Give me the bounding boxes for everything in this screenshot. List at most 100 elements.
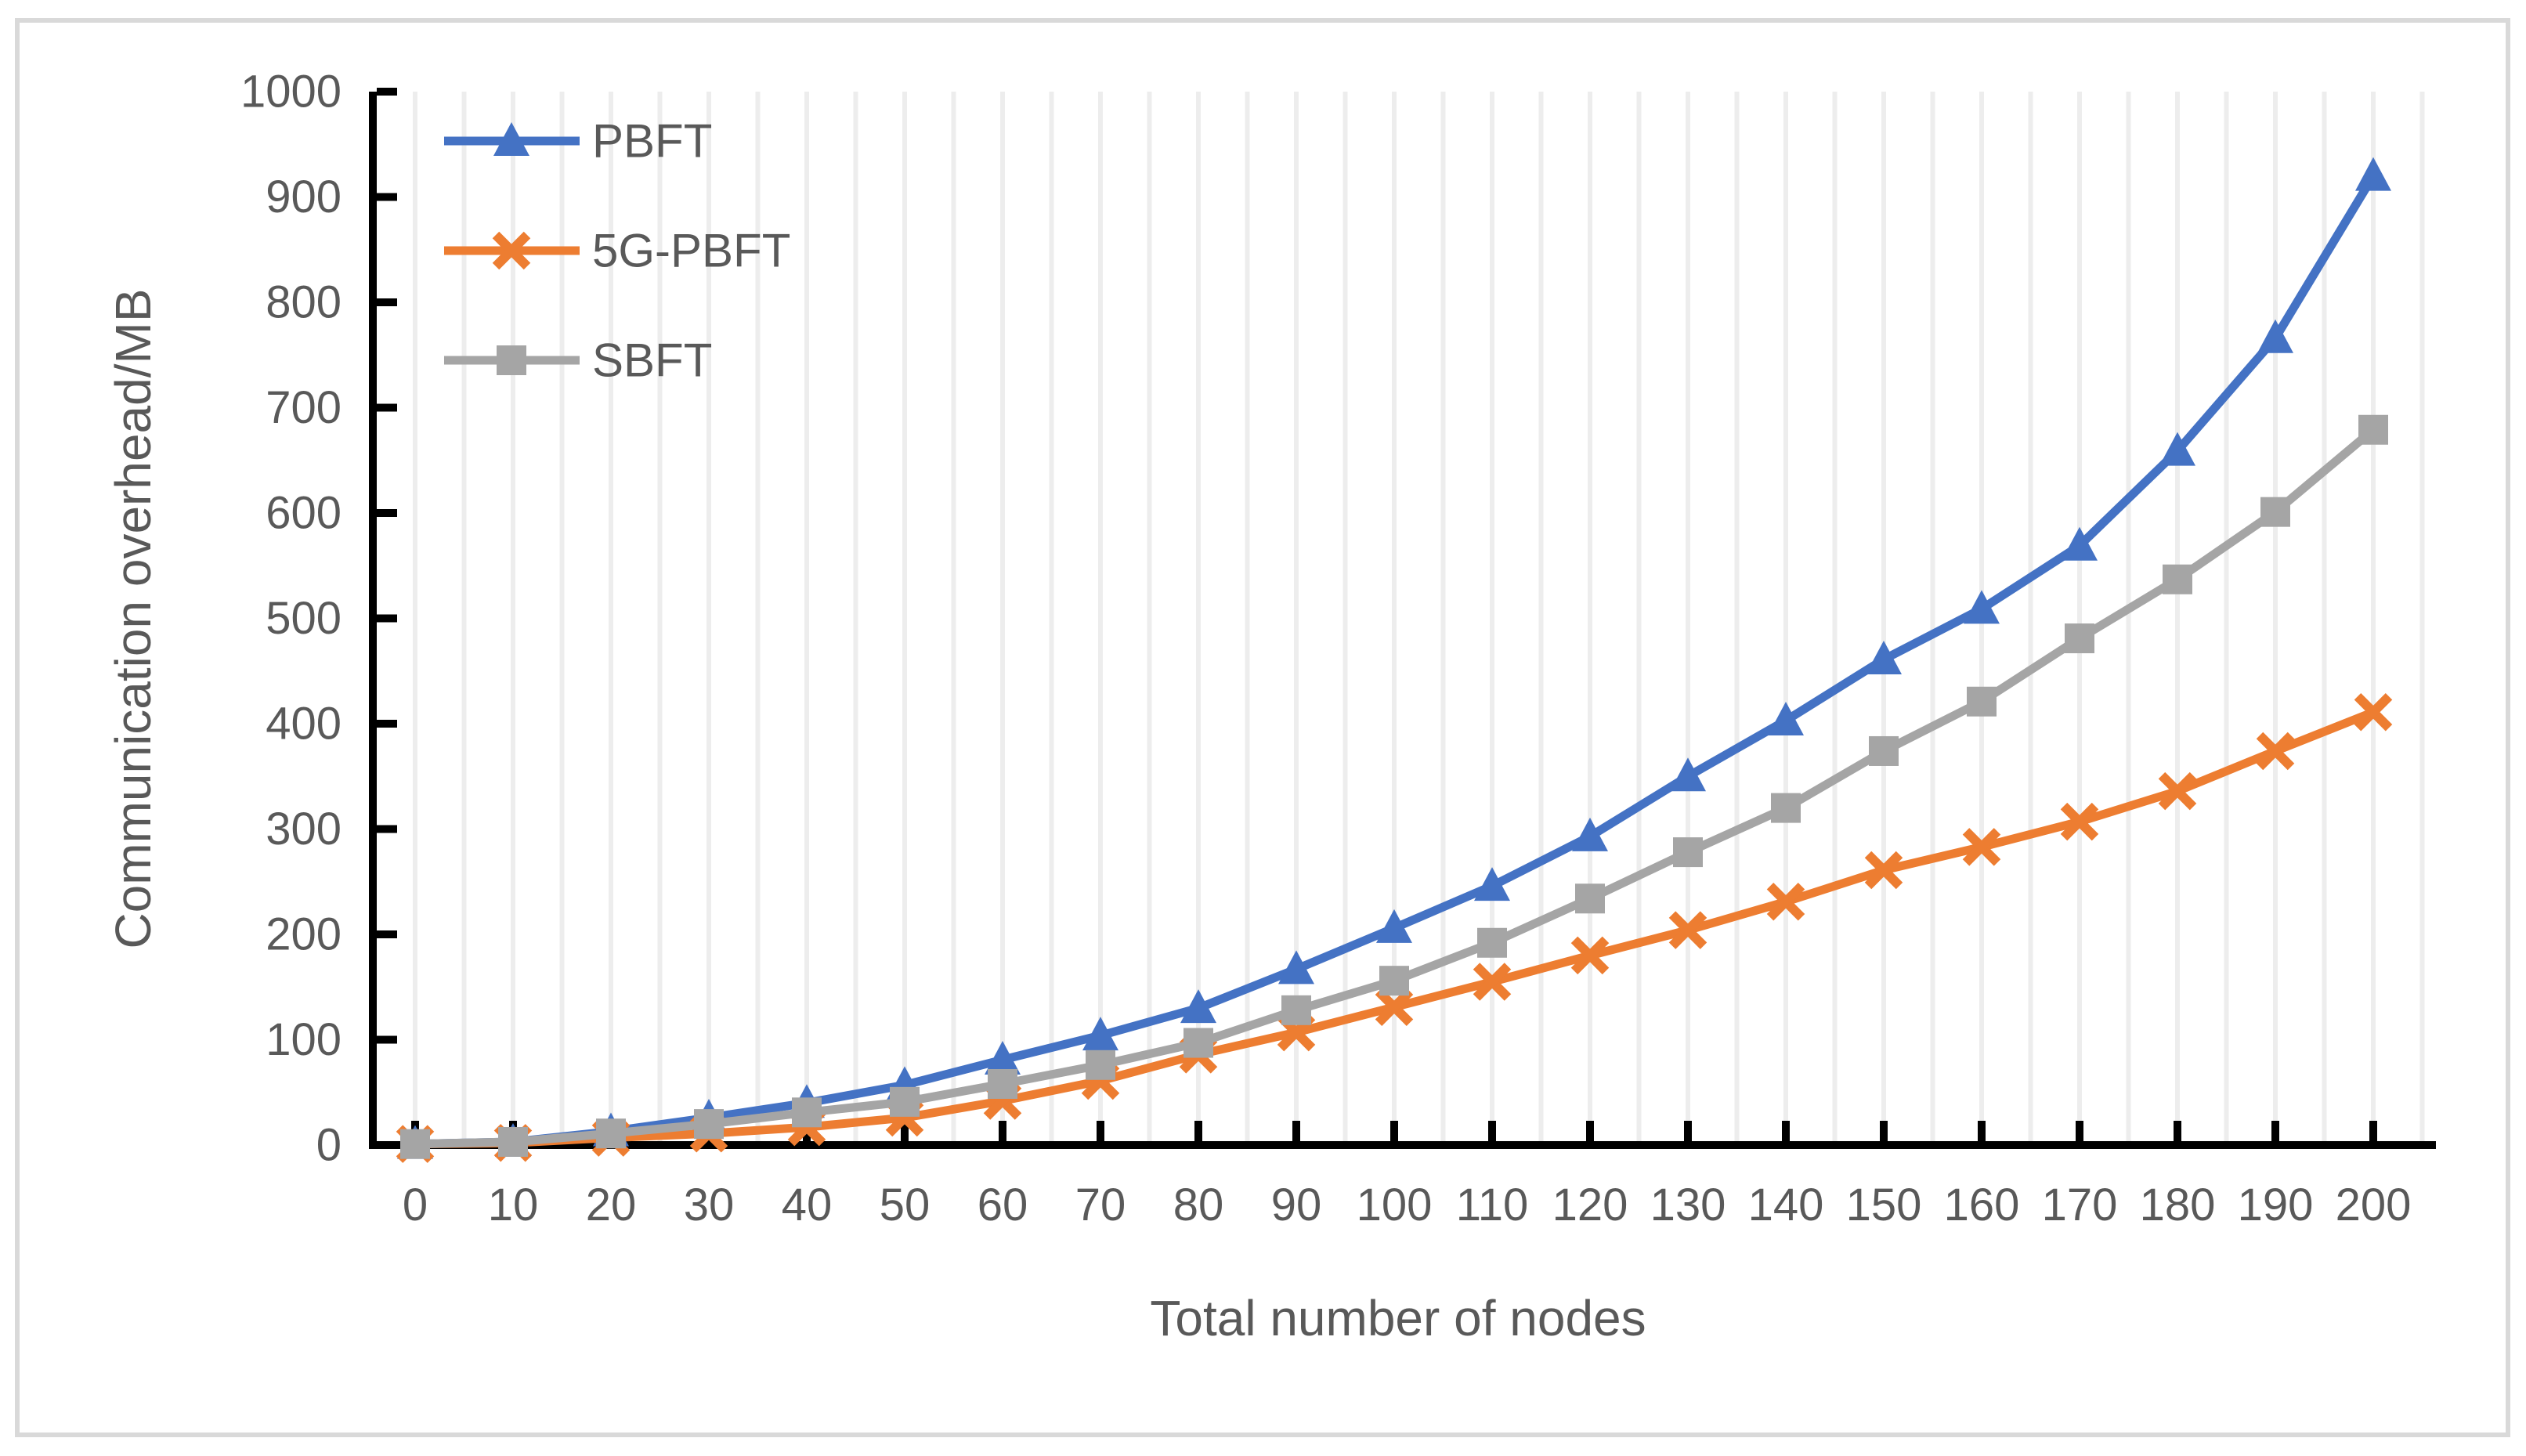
marker-pbft [1376,909,1412,943]
marker-sbft [2163,564,2192,594]
marker-5g-pbft [1668,911,1707,949]
marker-sbft [2260,497,2290,527]
x-tick-label: 170 [2042,1180,2118,1230]
marker-5g-pbft [1766,883,1805,921]
data-series [396,157,2393,1163]
x-tick-label: 90 [1271,1180,1322,1230]
x-tick-label: 60 [978,1180,1028,1230]
legend-item-pbft: PBFT [444,115,712,168]
axes [369,92,2436,1149]
legend-swatch-pbft [444,122,580,156]
marker-pbft [1964,590,2000,624]
y-tick-label: 900 [266,172,341,222]
marker-pbft [1180,989,1216,1024]
marker-5g-pbft [1570,936,1610,975]
marker-pbft [1474,867,1510,901]
x-tick-label: 160 [1944,1180,2020,1230]
x-tick-label: 180 [2140,1180,2216,1230]
x-tick-label: 10 [488,1180,539,1230]
series-sbft [400,414,2388,1159]
gridlines [413,92,2425,1145]
y-axis-title: Communication overhead/MB [105,288,161,948]
x-tick-label: 80 [1173,1180,1224,1230]
y-tick-label: 500 [266,593,341,644]
x-tick-label: 0 [403,1180,428,1230]
marker-sbft [2065,623,2094,654]
y-tick-label: 700 [266,382,341,433]
marker-5g-pbft [1962,828,2001,866]
x-tick-labels: 0 10 20 30 40 50 60 70 80 90 100 110 120 130 140 150 160… [403,1180,2412,1230]
series-markers-sbft [400,414,2388,1159]
y-tick-labels: 0 100 200 300 400 500 600 700 800 900 1000 [240,67,341,1171]
marker-pbft [1572,817,1608,851]
legend-item-5g-pbft: 5G-PBFT [444,225,790,277]
x-axis-title: Total number of nodes [1150,1290,1646,1346]
marker-sbft [1183,1028,1213,1058]
legend-label-sbft: SBFT [592,334,712,387]
x-tick-label: 100 [1357,1180,1433,1230]
marker-sbft [1673,837,1703,868]
marker-sbft [2358,414,2388,445]
marker-5g-pbft [1473,963,1512,1001]
legend-marker-pbft [493,122,529,156]
x-tick-label: 150 [1846,1180,1922,1230]
x-tick-label: 190 [2238,1180,2314,1230]
marker-pbft [1082,1017,1118,1051]
marker-pbft [985,1041,1021,1075]
marker-sbft [694,1109,724,1140]
marker-5g-pbft [2354,692,2393,732]
marker-sbft [1771,793,1801,823]
marker-sbft [1086,1050,1115,1080]
y-tick-label: 200 [266,909,341,960]
marker-sbft [792,1097,822,1128]
marker-sbft [1379,966,1409,996]
legend: PBFT 5G-PBFT SBFT [444,115,790,387]
y-tick-label: 400 [266,699,341,750]
x-tick-label: 20 [586,1180,637,1230]
legend-marker-5g-pbft [492,231,531,270]
marker-sbft [1967,686,1997,717]
marker-sbft [890,1086,920,1117]
legend-swatch-5g-pbft [444,231,580,270]
legend-label-5g-pbft: 5G-PBFT [592,225,790,277]
marker-5g-pbft [1864,851,1903,890]
marker-pbft [2062,526,2098,561]
x-tick-label: 140 [1748,1180,1824,1230]
marker-pbft [2257,319,2293,353]
x-tick-label: 30 [684,1180,735,1230]
legend-label-pbft: PBFT [592,115,712,168]
x-tick-label: 70 [1075,1180,1126,1230]
y-tick-label: 1000 [240,67,341,117]
y-tick-marks [377,88,397,1149]
marker-pbft [1670,757,1706,792]
marker-pbft [1866,640,1902,674]
marker-pbft [2159,432,2195,466]
y-tick-label: 600 [266,488,341,539]
marker-pbft [1768,701,1804,735]
x-tick-label: 130 [1650,1180,1726,1230]
marker-sbft [1575,883,1605,914]
marker-sbft [1477,927,1507,958]
marker-pbft [2355,157,2391,191]
marker-5g-pbft [1375,988,1414,1027]
x-tick-label: 120 [1552,1180,1628,1230]
marker-sbft [988,1068,1017,1099]
marker-5g-pbft [2256,732,2295,771]
legend-swatch-sbft [444,345,580,375]
marker-sbft [400,1129,430,1159]
x-tick-label: 40 [782,1180,833,1230]
y-tick-label: 0 [316,1120,341,1171]
y-tick-label: 800 [266,277,341,328]
x-tick-label: 110 [1456,1180,1528,1230]
marker-sbft [596,1118,626,1149]
x-tick-label: 200 [2336,1180,2412,1230]
marker-5g-pbft [2158,771,2197,811]
marker-sbft [1869,735,1899,766]
marker-sbft [498,1126,528,1157]
marker-pbft [1278,950,1314,985]
y-tick-label: 100 [266,1014,341,1065]
marker-5g-pbft [2060,802,2099,841]
marker-sbft [1281,995,1311,1025]
legend-marker-sbft [497,345,526,375]
